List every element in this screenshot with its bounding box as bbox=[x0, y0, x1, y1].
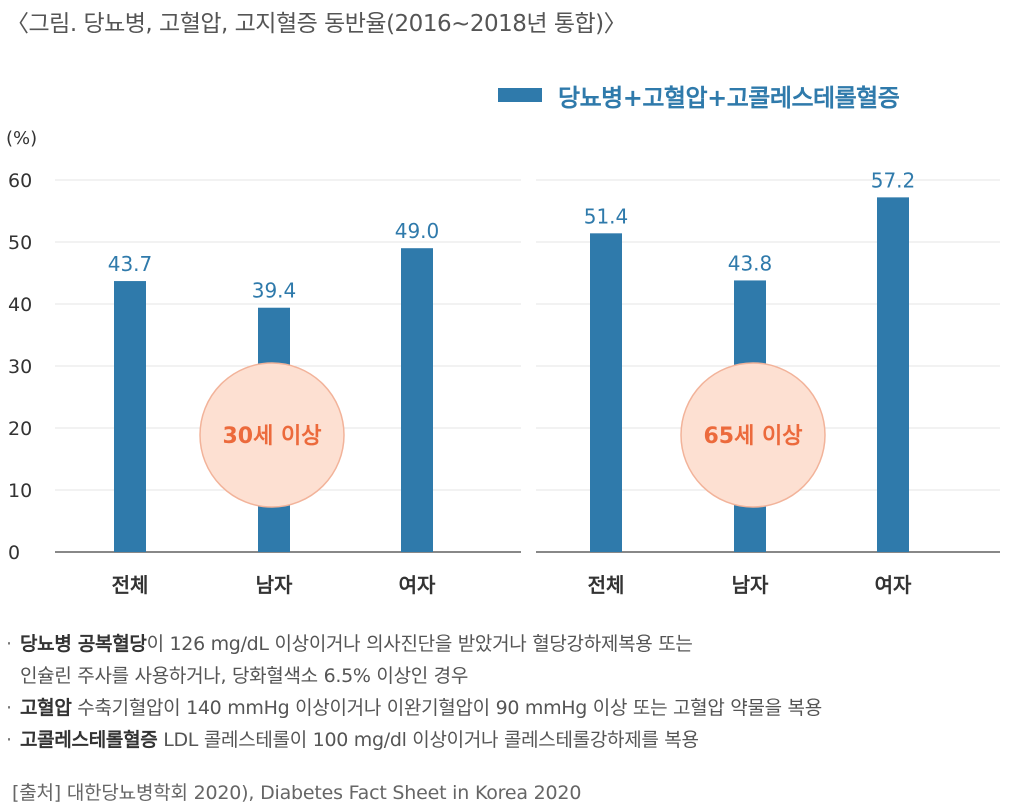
note-term: 고콜레스테롤혈증 bbox=[20, 729, 158, 751]
data-label: 49.0 bbox=[395, 219, 440, 243]
note-bullet: · bbox=[6, 697, 12, 719]
data-label: 51.4 bbox=[584, 204, 629, 228]
data-label: 57.2 bbox=[871, 168, 916, 192]
x-tick-label: 전체 bbox=[588, 573, 625, 597]
x-tick-label: 여자 bbox=[399, 573, 436, 597]
note-bullet: · bbox=[6, 633, 12, 655]
note-term: 당뇨병 공복혈당 bbox=[20, 633, 147, 655]
note-term: 고혈압 bbox=[20, 697, 72, 719]
note-hypercholesterolemia: · 고콜레스테롤혈증 LDL 콜레스테롤이 100 mg/dl 이상이거나 콜레스… bbox=[6, 724, 822, 756]
y-tick-label: 40 bbox=[8, 294, 32, 316]
y-axis-unit: (%) bbox=[6, 128, 37, 149]
note-bullet: · bbox=[6, 729, 12, 751]
age-group-label: 65세 이상 bbox=[704, 424, 803, 449]
bar bbox=[877, 197, 909, 553]
legend: 당뇨병+고혈압+고콜레스테롤혈증 bbox=[498, 82, 900, 112]
data-label: 43.7 bbox=[108, 252, 153, 276]
bar bbox=[401, 248, 433, 552]
y-tick-label: 20 bbox=[8, 418, 32, 440]
age-group-label: 30세 이상 bbox=[223, 424, 322, 449]
legend-swatch bbox=[498, 88, 542, 102]
bar bbox=[590, 233, 622, 552]
y-tick-label: 60 bbox=[8, 170, 32, 192]
bar bbox=[114, 281, 146, 552]
y-tick-label: 0 bbox=[8, 542, 20, 564]
age-group-badge bbox=[680, 362, 826, 508]
source-citation: [출처] 대한당뇨병학회 2020), Diabetes Fact Sheet … bbox=[12, 782, 582, 804]
data-label: 39.4 bbox=[252, 279, 297, 303]
note-hypertension: · 고혈압 수축기혈압이 140 mmHg 이상이거나 이완기혈압이 90 mmH… bbox=[6, 692, 822, 724]
note-text: LDL 콜레스테롤이 100 mg/dl 이상이거나 콜레스테롤강하제를 복용 bbox=[157, 729, 699, 751]
chart-title: 〈그림. 당뇨병, 고혈압, 고지혈증 동반율(2016~2018년 통합)〉 bbox=[6, 11, 627, 37]
y-tick-label: 10 bbox=[8, 480, 32, 502]
y-tick-label: 30 bbox=[8, 356, 32, 378]
x-tick-label: 남자 bbox=[256, 573, 293, 597]
data-label: 43.8 bbox=[728, 251, 773, 275]
note-diabetes-continuation: 인슐린 주사를 사용하거나, 당화혈색소 6.5% 이상인 경우 bbox=[20, 665, 469, 687]
note-text: 이 126 mg/dL 이상이거나 의사진단을 받았거나 혈당강하제복용 또는 bbox=[146, 633, 693, 655]
x-tick-label: 여자 bbox=[875, 573, 912, 597]
legend-label: 당뇨병+고혈압+고콜레스테롤혈증 bbox=[558, 83, 900, 112]
y-tick-label: 50 bbox=[8, 232, 32, 254]
age-group-badge bbox=[199, 362, 345, 508]
footnotes: · 당뇨병 공복혈당이 126 mg/dL 이상이거나 의사진단을 받았거나 혈당… bbox=[6, 628, 822, 756]
note-text: 수축기혈압이 140 mmHg 이상이거나 이완기혈압이 90 mmHg 이상 … bbox=[71, 697, 822, 719]
note-diabetes: · 당뇨병 공복혈당이 126 mg/dL 이상이거나 의사진단을 받았거나 혈당… bbox=[6, 628, 822, 660]
x-tick-label: 전체 bbox=[112, 573, 149, 597]
bar-chart: (%) 0 10 20 30 40 50 60 43.7 전체 39.4 남자 49.0 여자 30세 이상… bbox=[6, 128, 1000, 597]
x-tick-label: 남자 bbox=[732, 573, 769, 597]
